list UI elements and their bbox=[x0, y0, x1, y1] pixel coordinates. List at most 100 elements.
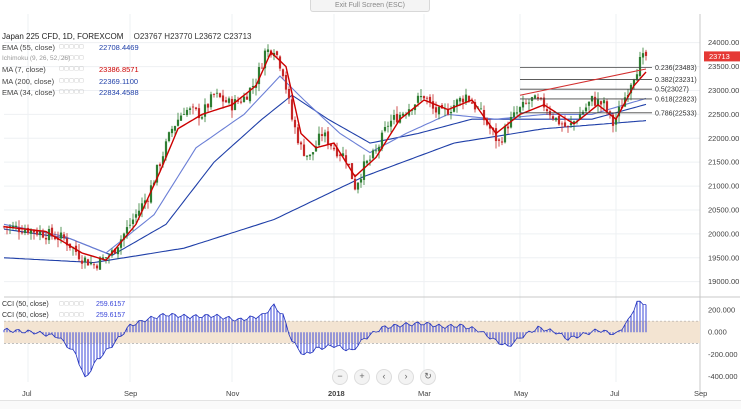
exit-fullscreen-button[interactable]: Exit Full Screen (ESC) bbox=[310, 0, 430, 12]
cci-indicator bbox=[3, 300, 700, 378]
indicator-value: 259.6157 bbox=[96, 301, 126, 308]
candle-body bbox=[89, 262, 93, 265]
arrow-right-icon[interactable]: › bbox=[398, 369, 414, 385]
indicator-settings-icon[interactable]: ◻◻◻◻◻ bbox=[59, 66, 84, 73]
plus-icon[interactable]: + bbox=[354, 369, 370, 385]
candle-body bbox=[221, 95, 225, 102]
indicator-name: MA (7, close) bbox=[2, 65, 46, 75]
candle-body bbox=[203, 104, 207, 117]
candle-body bbox=[347, 163, 351, 166]
candle-body bbox=[644, 51, 648, 56]
fibonacci-retracement[interactable]: 0.236(23483) 0.382(23231) 0.5(23027) 0.618(… bbox=[520, 65, 697, 117]
candle-body bbox=[461, 98, 465, 103]
candle-body bbox=[617, 106, 621, 117]
fib-level-label: 0.786(22533) bbox=[655, 110, 697, 117]
indicator-name: EMA (55, close) bbox=[2, 43, 55, 52]
legend-row[interactable]: MA (200, close) ◻◻◻◻◻ 22369.1100 bbox=[2, 76, 139, 87]
trendline[interactable] bbox=[519, 68, 647, 96]
time-tick-label: Nov bbox=[226, 389, 240, 398]
candle-body bbox=[260, 67, 264, 69]
candle-body bbox=[332, 147, 336, 150]
legend-row[interactable]: CCI (50, close) ◻◻◻◻◻ 259.6157 bbox=[2, 299, 125, 310]
indicator-settings-icon[interactable]: ◻◻◻◻◻ bbox=[59, 55, 84, 62]
time-axis[interactable]: JulSepNov2018MarMayJulSepNov3 bbox=[22, 389, 741, 398]
candle-body bbox=[38, 230, 42, 236]
candle-body bbox=[563, 122, 567, 127]
candle-body bbox=[251, 85, 255, 88]
candle-body bbox=[473, 101, 477, 110]
candle-body bbox=[584, 107, 588, 112]
candle-body bbox=[242, 96, 246, 103]
time-tick-label: Jul bbox=[22, 389, 32, 398]
candle-body bbox=[227, 98, 231, 103]
candle-body bbox=[290, 99, 294, 120]
candle-body bbox=[329, 144, 333, 147]
time-tick-label: 2018 bbox=[328, 389, 345, 398]
legend-row[interactable]: CCI (50, close) ◻◻◻◻◻ 259.6157 bbox=[2, 310, 125, 321]
reset-icon[interactable]: ↻ bbox=[420, 369, 436, 385]
candle-body bbox=[197, 108, 201, 119]
last-price-label: 23713 bbox=[709, 52, 730, 61]
candle-body bbox=[368, 159, 372, 161]
candle-body bbox=[248, 87, 252, 102]
minus-icon[interactable]: − bbox=[332, 369, 348, 385]
candle-body bbox=[86, 259, 90, 266]
candle-body bbox=[572, 121, 576, 124]
candle-body bbox=[23, 229, 27, 234]
candle-body bbox=[458, 97, 462, 102]
candle-body bbox=[122, 233, 126, 240]
indicator-value: 22708.4469 bbox=[99, 43, 139, 52]
indicator-name: CCI (50, close) bbox=[2, 312, 49, 319]
price-tick-label: 20000.00 bbox=[708, 229, 739, 238]
candle-body bbox=[425, 97, 429, 99]
candle-body bbox=[560, 123, 564, 125]
indicator-settings-icon[interactable]: ◻◻◻◻◻ bbox=[59, 301, 84, 307]
indicator-settings-icon[interactable]: ◻◻◻◻◻ bbox=[59, 312, 84, 318]
price-tick-label: 20500.00 bbox=[708, 205, 739, 214]
candle-body bbox=[335, 147, 339, 157]
arrow-left-icon[interactable]: ‹ bbox=[376, 369, 392, 385]
legend-row[interactable]: MA (7, close) ◻◻◻◻◻ 23386.8571 bbox=[2, 64, 139, 75]
candle-body bbox=[455, 99, 459, 107]
candle-body bbox=[302, 144, 306, 156]
candle-body bbox=[296, 127, 300, 144]
price-tick-label: 21500.00 bbox=[708, 158, 739, 167]
candle-body bbox=[386, 125, 390, 127]
candle-body bbox=[95, 265, 99, 269]
candle-body bbox=[362, 161, 366, 180]
candle-body bbox=[494, 128, 498, 142]
trendline-segment bbox=[519, 68, 647, 96]
candle-body bbox=[545, 109, 549, 112]
candle-body bbox=[599, 101, 603, 105]
candle-body bbox=[482, 109, 486, 121]
indicator-settings-icon[interactable]: ◻◻◻◻◻ bbox=[59, 77, 84, 84]
candle-body bbox=[257, 67, 261, 85]
candle-body bbox=[434, 107, 438, 113]
indicator-settings-icon[interactable]: ◻◻◻◻◻ bbox=[59, 88, 84, 95]
candle-body bbox=[452, 105, 456, 112]
candle-body bbox=[641, 53, 645, 58]
candle-body bbox=[389, 120, 393, 127]
fib-level-label: 0.382(23231) bbox=[655, 77, 697, 84]
candle-body bbox=[278, 56, 282, 69]
price-tick-label: 22500.00 bbox=[708, 110, 739, 119]
candle-body bbox=[410, 110, 414, 111]
candle-body bbox=[383, 127, 387, 131]
price-axis[interactable]: 19000.00 19500.00 20000.00 20500.00 21000.00… bbox=[704, 38, 740, 381]
cci-tick-label: -200.000 bbox=[708, 350, 738, 359]
candle-body bbox=[380, 132, 384, 149]
candle-body bbox=[149, 185, 153, 203]
legend-row[interactable]: EMA (34, close) ◻◻◻◻◻ 22834.4588 bbox=[2, 87, 139, 98]
candle-body bbox=[311, 152, 315, 155]
candle-body bbox=[608, 111, 612, 113]
candle-body bbox=[431, 101, 435, 109]
candle-body bbox=[35, 231, 39, 235]
candle-body bbox=[374, 150, 378, 152]
indicator-settings-icon[interactable]: ◻◻◻◻◻ bbox=[59, 44, 84, 50]
legend-row[interactable]: Ichimoku (9, 26, 52, 26) ◻◻◻◻◻ bbox=[2, 53, 139, 64]
candle-body bbox=[224, 100, 228, 103]
candle-body bbox=[500, 141, 504, 143]
price-tick-label: 21000.00 bbox=[708, 182, 739, 191]
legend-row[interactable]: EMA (55, close) ◻◻◻◻◻ 22708.4469 bbox=[2, 42, 139, 53]
